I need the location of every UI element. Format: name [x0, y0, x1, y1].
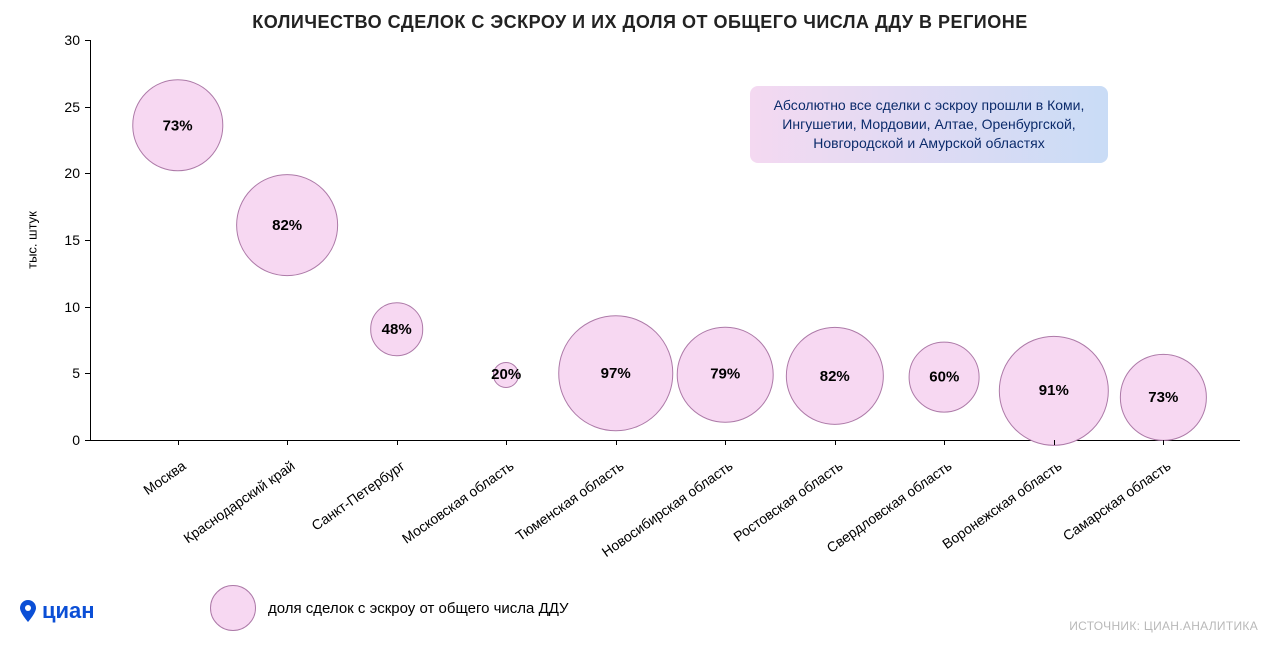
y-tick	[85, 373, 90, 374]
x-tick	[835, 440, 836, 445]
bubble-pct: 60%	[929, 369, 959, 386]
y-tick	[85, 240, 90, 241]
y-tick	[85, 440, 90, 441]
y-tick-label: 0	[50, 432, 80, 448]
annotation-box: Абсолютно все сделки с эскроу прошли в К…	[750, 86, 1108, 163]
y-tick-label: 5	[50, 365, 80, 381]
bubble: 82%	[786, 327, 884, 425]
bubble: 20%	[493, 362, 519, 388]
bubble-pct: 73%	[1148, 389, 1178, 406]
bubble-pct: 82%	[272, 217, 302, 234]
y-tick-label: 30	[50, 32, 80, 48]
bubble-pct: 79%	[710, 366, 740, 383]
bubble: 60%	[909, 342, 980, 413]
bubble-pct: 91%	[1039, 382, 1069, 399]
bubble-pct: 48%	[382, 321, 412, 338]
bubble: 82%	[236, 174, 338, 276]
x-tick	[287, 440, 288, 445]
logo-text: циан	[42, 598, 95, 624]
chart-title: КОЛИЧЕСТВО СДЕЛОК С ЭСКРОУ И ИХ ДОЛЯ ОТ …	[0, 12, 1280, 33]
y-tick-label: 10	[50, 299, 80, 315]
x-tick	[178, 440, 179, 445]
bubble: 79%	[677, 326, 774, 423]
bubble-pct: 20%	[491, 366, 521, 383]
y-tick	[85, 40, 90, 41]
bubble-pct: 82%	[820, 368, 850, 385]
y-tick	[85, 107, 90, 108]
x-tick	[944, 440, 945, 445]
bubble: 73%	[132, 80, 223, 171]
x-tick	[1054, 440, 1055, 445]
y-tick	[85, 173, 90, 174]
legend-swatch	[210, 585, 256, 631]
y-tick-label: 15	[50, 232, 80, 248]
pin-icon	[18, 600, 38, 622]
x-tick	[397, 440, 398, 445]
y-axis	[90, 40, 91, 440]
x-tick	[506, 440, 507, 445]
bubble: 48%	[370, 303, 424, 357]
source-attribution: ИСТОЧНИК: ЦИАН.АНАЛИТИКА	[1069, 619, 1258, 633]
y-axis-label: тыс. штук	[25, 211, 40, 269]
x-tick	[1163, 440, 1164, 445]
chart-root: КОЛИЧЕСТВО СДЕЛОК С ЭСКРОУ И ИХ ДОЛЯ ОТ …	[0, 0, 1280, 651]
legend-label: доля сделок с эскроу от общего числа ДДУ	[268, 600, 569, 617]
x-tick	[725, 440, 726, 445]
cian-logo: циан	[18, 598, 95, 624]
y-tick-label: 20	[50, 165, 80, 181]
x-tick	[616, 440, 617, 445]
bubble: 91%	[999, 335, 1109, 445]
bubble-pct: 73%	[163, 117, 193, 134]
x-tick-label: Москва	[15, 457, 188, 585]
bubble-pct: 97%	[601, 365, 631, 382]
y-tick	[85, 307, 90, 308]
bubble: 97%	[558, 316, 674, 432]
legend: доля сделок с эскроу от общего числа ДДУ	[210, 585, 569, 631]
y-tick-label: 25	[50, 99, 80, 115]
bubble: 73%	[1120, 354, 1206, 440]
annotation-text: Абсолютно все сделки с эскроу прошли в К…	[774, 97, 1085, 151]
